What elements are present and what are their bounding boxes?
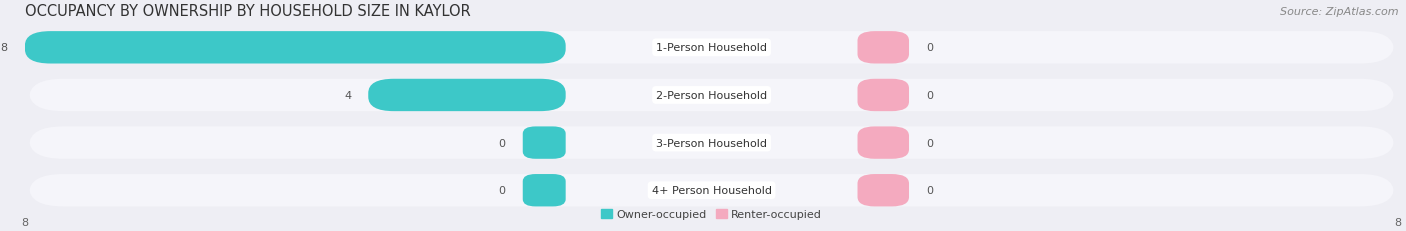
FancyBboxPatch shape: [523, 127, 565, 159]
Text: 0: 0: [927, 185, 934, 195]
FancyBboxPatch shape: [858, 174, 910, 207]
FancyBboxPatch shape: [30, 79, 1393, 112]
FancyBboxPatch shape: [30, 174, 1393, 207]
FancyBboxPatch shape: [523, 174, 565, 207]
FancyBboxPatch shape: [858, 127, 910, 159]
Text: 1-Person Household: 1-Person Household: [657, 43, 768, 53]
FancyBboxPatch shape: [858, 32, 910, 64]
Text: 0: 0: [927, 43, 934, 53]
Text: 3-Person Household: 3-Person Household: [657, 138, 768, 148]
Text: 4+ Person Household: 4+ Person Household: [651, 185, 772, 195]
FancyBboxPatch shape: [368, 79, 565, 112]
Text: 0: 0: [927, 138, 934, 148]
Text: 8: 8: [0, 43, 8, 53]
FancyBboxPatch shape: [30, 127, 1393, 159]
FancyBboxPatch shape: [858, 79, 910, 112]
Legend: Owner-occupied, Renter-occupied: Owner-occupied, Renter-occupied: [596, 205, 827, 224]
FancyBboxPatch shape: [30, 32, 1393, 64]
FancyBboxPatch shape: [25, 32, 565, 64]
Text: 0: 0: [927, 91, 934, 100]
Text: 0: 0: [499, 185, 506, 195]
Text: Source: ZipAtlas.com: Source: ZipAtlas.com: [1281, 7, 1399, 17]
Text: OCCUPANCY BY OWNERSHIP BY HOUSEHOLD SIZE IN KAYLOR: OCCUPANCY BY OWNERSHIP BY HOUSEHOLD SIZE…: [25, 4, 471, 19]
Text: 0: 0: [499, 138, 506, 148]
Text: 4: 4: [344, 91, 352, 100]
Text: 2-Person Household: 2-Person Household: [657, 91, 768, 100]
